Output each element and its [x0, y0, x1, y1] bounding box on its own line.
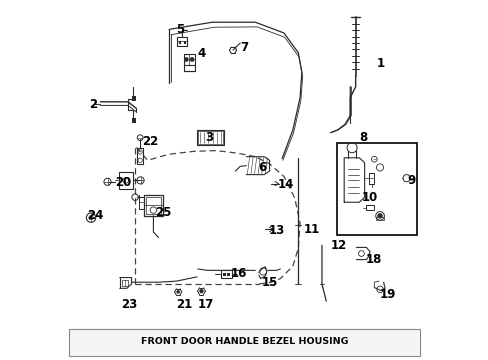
Bar — [137, 148, 143, 164]
Circle shape — [377, 214, 382, 218]
Text: 11: 11 — [303, 223, 319, 236]
Text: 4: 4 — [197, 47, 205, 60]
Text: 3: 3 — [204, 131, 213, 144]
Bar — [376, 217, 383, 220]
Text: 24: 24 — [86, 210, 103, 222]
Text: 22: 22 — [142, 135, 158, 148]
Text: 13: 13 — [268, 224, 285, 237]
Bar — [179, 41, 181, 44]
Bar — [336, 143, 416, 234]
Text: 10: 10 — [362, 191, 378, 204]
Text: 21: 21 — [175, 298, 191, 311]
Circle shape — [190, 58, 194, 61]
Text: FRONT DOOR HANDLE BEZEL HOUSING: FRONT DOOR HANDLE BEZEL HOUSING — [141, 337, 347, 346]
Bar — [221, 270, 231, 278]
Bar — [144, 195, 163, 216]
Bar — [197, 130, 224, 145]
Text: 20: 20 — [115, 176, 131, 189]
Text: 15: 15 — [261, 276, 278, 289]
Text: 7: 7 — [240, 41, 248, 54]
Circle shape — [176, 290, 180, 294]
Text: 12: 12 — [330, 239, 346, 252]
Text: 25: 25 — [155, 207, 172, 220]
Bar — [223, 273, 225, 276]
Circle shape — [199, 289, 203, 293]
Text: 16: 16 — [230, 267, 247, 280]
Bar — [132, 118, 136, 123]
Text: 23: 23 — [121, 298, 137, 311]
Bar — [119, 172, 132, 189]
Text: 18: 18 — [365, 253, 381, 266]
Text: 2: 2 — [89, 98, 98, 111]
Bar — [366, 205, 373, 211]
Bar — [132, 96, 136, 101]
Circle shape — [184, 58, 188, 61]
Text: 1: 1 — [376, 57, 385, 70]
Bar — [145, 197, 161, 214]
Text: 9: 9 — [407, 174, 415, 186]
Text: 8: 8 — [359, 131, 367, 144]
Text: 6: 6 — [258, 161, 266, 174]
Text: 17: 17 — [198, 298, 214, 311]
Bar — [183, 41, 185, 44]
Bar — [122, 280, 127, 286]
Text: 19: 19 — [379, 288, 396, 301]
Text: 5: 5 — [176, 23, 184, 36]
Text: 14: 14 — [277, 178, 293, 191]
Bar — [227, 273, 230, 276]
Bar — [69, 329, 419, 356]
Bar — [198, 131, 223, 144]
